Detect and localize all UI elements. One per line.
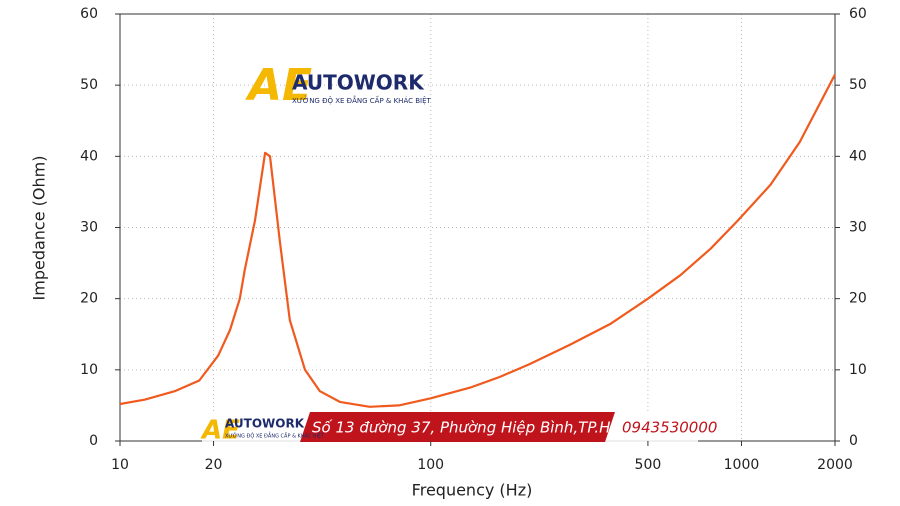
y2-tick-label: 30 xyxy=(849,220,867,236)
banner-slogan: XƯỞNG ĐỘ XE ĐẲNG CẤP & KHÁC BIỆT xyxy=(225,432,325,440)
y-tick-label: 40 xyxy=(80,148,98,164)
x-tick-label: 1000 xyxy=(724,457,760,473)
x-tick-label: 2000 xyxy=(817,457,853,473)
logo-mark: AE xyxy=(245,60,312,111)
y-tick-label: 20 xyxy=(80,291,98,307)
logo-text: AUTOWORK xyxy=(292,71,425,95)
logo-slogan: XƯỞNG ĐỘ XE ĐẲNG CẤP & KHÁC BIỆT xyxy=(292,95,432,105)
y2-tick-label: 10 xyxy=(849,362,867,378)
banner-address: Số 13 đường 37, Phường Hiệp Bình,TP.Hồ C… xyxy=(312,419,695,437)
x-tick-label: 500 xyxy=(635,457,662,473)
x-tick-label: 20 xyxy=(205,457,223,473)
y-tick-label: 60 xyxy=(80,6,98,22)
y-tick-label: 0 xyxy=(89,433,98,449)
y2-tick-label: 50 xyxy=(849,77,867,93)
banner-red xyxy=(300,412,615,442)
banner-logo-mark: AE xyxy=(200,416,240,446)
y2-tick-label: 40 xyxy=(849,148,867,164)
y-tick-label: 10 xyxy=(80,362,98,378)
banner-logo-text: AUTOWORK xyxy=(225,417,305,431)
y2-tick-label: 60 xyxy=(849,6,867,22)
y2-tick-label: 20 xyxy=(849,291,867,307)
y-axis-label: Impedance (Ohm) xyxy=(30,156,49,301)
banner-phone: 0943530000 xyxy=(622,419,717,437)
x-tick-label: 100 xyxy=(417,457,444,473)
y-tick-label: 50 xyxy=(80,77,98,93)
y2-tick-label: 0 xyxy=(849,433,858,449)
y-tick-label: 30 xyxy=(80,220,98,236)
impedance-line xyxy=(119,73,836,408)
x-tick-label: 10 xyxy=(111,457,129,473)
plot-frame xyxy=(119,13,836,442)
x-axis-label: Frequency (Hz) xyxy=(412,481,533,500)
